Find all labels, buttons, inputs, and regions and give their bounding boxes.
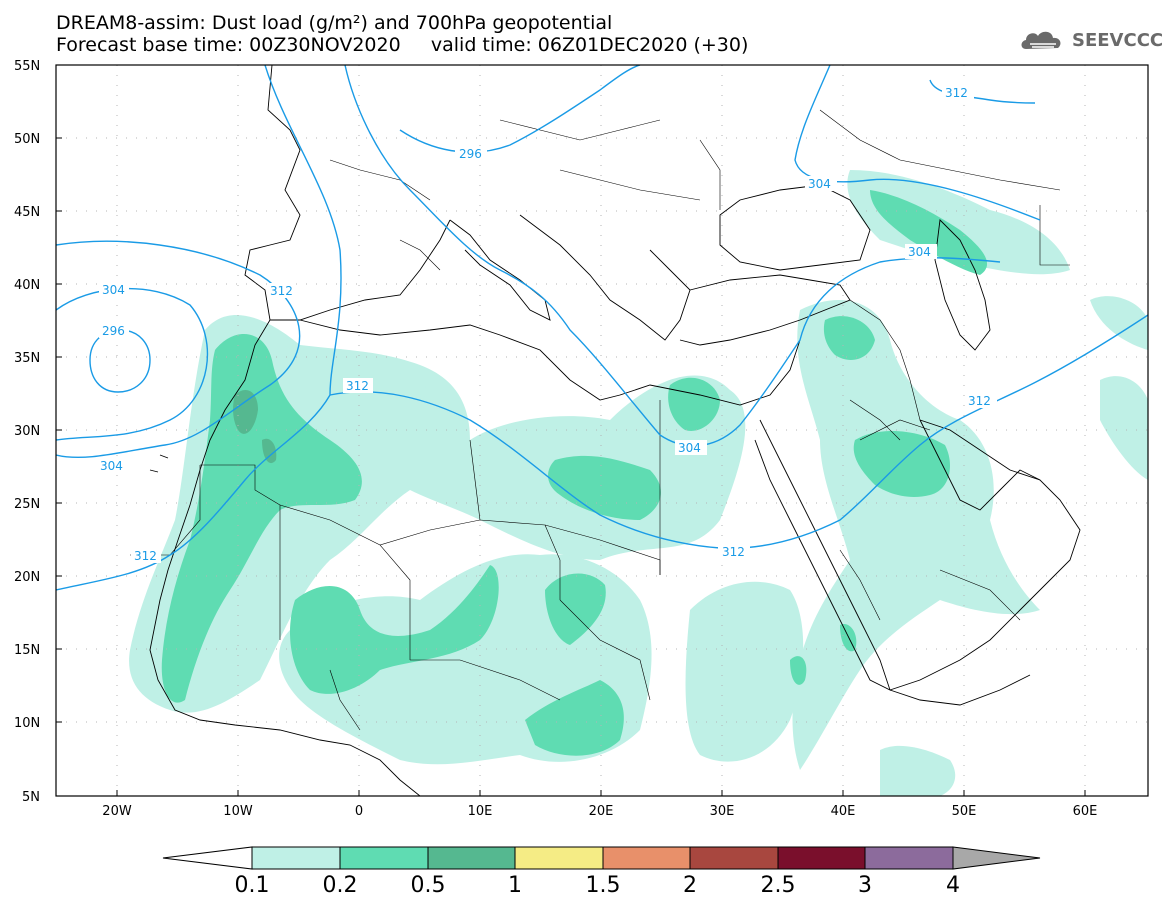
contour-label: 304 (808, 177, 831, 191)
colorbar-swatch (251, 846, 341, 870)
colorbar-tick-label: 0.2 (323, 873, 358, 898)
lon-label: 40E (831, 804, 856, 819)
latitude-labels: 55N 50N 45N 40N 35N 30N 25N 20N 15N 10N … (14, 59, 40, 805)
lon-label: 0 (355, 804, 363, 819)
colorbar-swatch (427, 846, 516, 870)
coast-europe-west (244, 65, 451, 321)
lon-label: 60E (1073, 804, 1098, 819)
coast-balkans-greece (519, 214, 691, 341)
coast-horn-africa (889, 674, 1031, 706)
colorbar-legend: 0.1 0.2 0.5 1 1.5 2 2.5 3 4 (162, 846, 1041, 898)
lat-label: 30N (14, 424, 40, 439)
coast-canary (149, 454, 169, 473)
lat-label: 35N (14, 351, 40, 366)
colorbar-upper-arrow (952, 846, 1041, 870)
colorbar-tick-label: 2 (683, 873, 697, 898)
lat-label: 10N (14, 716, 40, 731)
contour-labels: 312 296 304 312 304 296 312 304 304 304 … (97, 146, 997, 563)
lat-label: 45N (14, 205, 40, 220)
coast-mediterranean-south (299, 319, 801, 406)
lat-label: 25N (14, 497, 40, 512)
colorbar-swatch (602, 846, 691, 870)
coast-italy (449, 219, 551, 321)
lat-label: 15N (14, 643, 40, 658)
contour-label: 304 (100, 459, 123, 473)
contour-label: 304 (908, 245, 931, 259)
coast-caspian (934, 219, 991, 351)
contour-label: 312 (270, 284, 293, 298)
brand-name: SEEVCCC (1072, 29, 1164, 51)
contour-label: 296 (102, 324, 125, 338)
coast-africa-north (149, 319, 421, 796)
contour-label: 312 (346, 379, 369, 393)
colorbar-tick-label: 4 (946, 873, 960, 898)
lat-label: 50N (14, 132, 40, 147)
geopotential-contours (56, 65, 1148, 591)
contour-label: 312 (134, 549, 157, 563)
lon-label: 20W (102, 804, 132, 819)
coast-arabia (889, 419, 1081, 691)
map-content: 312 296 304 312 304 296 312 304 304 304 … (56, 65, 1148, 796)
colorbar-swatch (689, 846, 779, 870)
longitude-labels: 20W 10W 0 10E 20E 30E 40E 50E 60E (102, 804, 1097, 819)
forecast-time-subtitle: Forecast base time: 00Z30NOV2020 valid t… (56, 34, 749, 56)
colorbar-tick-label: 1 (508, 873, 522, 898)
contour-label: 312 (968, 394, 991, 408)
lon-label: 20E (589, 804, 614, 819)
colorbar-lower-arrow (162, 846, 253, 870)
lon-label: 30E (710, 804, 735, 819)
contour-labels-extra: 312 (942, 85, 974, 100)
contour-label: 312 (945, 86, 968, 100)
dust-shading-mid (161, 190, 988, 756)
dust-shading-high (233, 390, 277, 464)
colorbar-tick-label: 2.5 (761, 873, 796, 898)
axis-ticks (56, 64, 1086, 797)
colorbar-tick-label: 1.5 (586, 873, 621, 898)
contour-label: 304 (678, 441, 701, 455)
colorbar-swatch (777, 846, 866, 870)
colorbar-tick-label: 0.1 (235, 873, 270, 898)
colorbar-tick-label: 0.5 (411, 873, 446, 898)
cloud-logo-icon (1021, 31, 1061, 49)
colorbar-swatch (514, 846, 604, 870)
contour-label: 304 (102, 283, 125, 297)
lat-label: 20N (14, 570, 40, 585)
lon-label: 10E (468, 804, 493, 819)
coastlines (149, 65, 1081, 796)
lon-label: 10W (223, 804, 253, 819)
brand-logo: SEEVCCC (1018, 26, 1163, 54)
lat-label: 40N (14, 278, 40, 293)
map-title: DREAM8-assim: Dust load (g/m²) and 700hP… (56, 12, 613, 34)
colorbar-swatch (864, 846, 954, 870)
colorbar-swatch (339, 846, 429, 870)
lat-label: 5N (22, 790, 40, 805)
lon-label: 50E (952, 804, 977, 819)
contour-label: 312 (722, 545, 745, 559)
coast-black-sea (719, 184, 871, 271)
contour-label: 296 (459, 147, 482, 161)
lat-label: 55N (14, 59, 40, 74)
national-borders (130, 109, 1070, 731)
colorbar-tick-label: 3 (858, 873, 872, 898)
coast-persian-gulf (919, 419, 1041, 481)
